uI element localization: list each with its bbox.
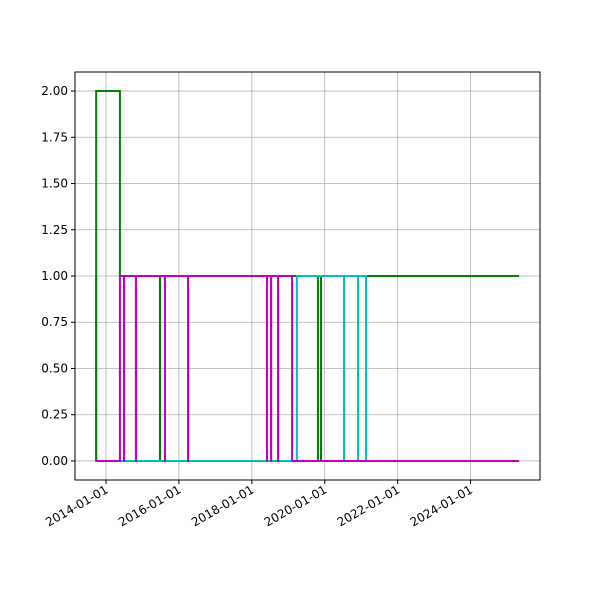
- y-tick-label: 0.25: [41, 408, 68, 422]
- y-tick-label: 1.25: [41, 223, 68, 237]
- series-line: [96, 275, 520, 462]
- y-tick-label: 1.50: [41, 177, 68, 191]
- y-tick-label: 0.00: [41, 454, 68, 468]
- y-tick-label: 1.75: [41, 130, 68, 144]
- series-line: [96, 275, 520, 462]
- y-tick-label: 1.00: [41, 269, 68, 283]
- y-tick-label: 2.00: [41, 84, 68, 98]
- y-tick-label: 0.75: [41, 315, 68, 329]
- lines: [95, 90, 520, 462]
- y-tick-label: 0.50: [41, 361, 68, 375]
